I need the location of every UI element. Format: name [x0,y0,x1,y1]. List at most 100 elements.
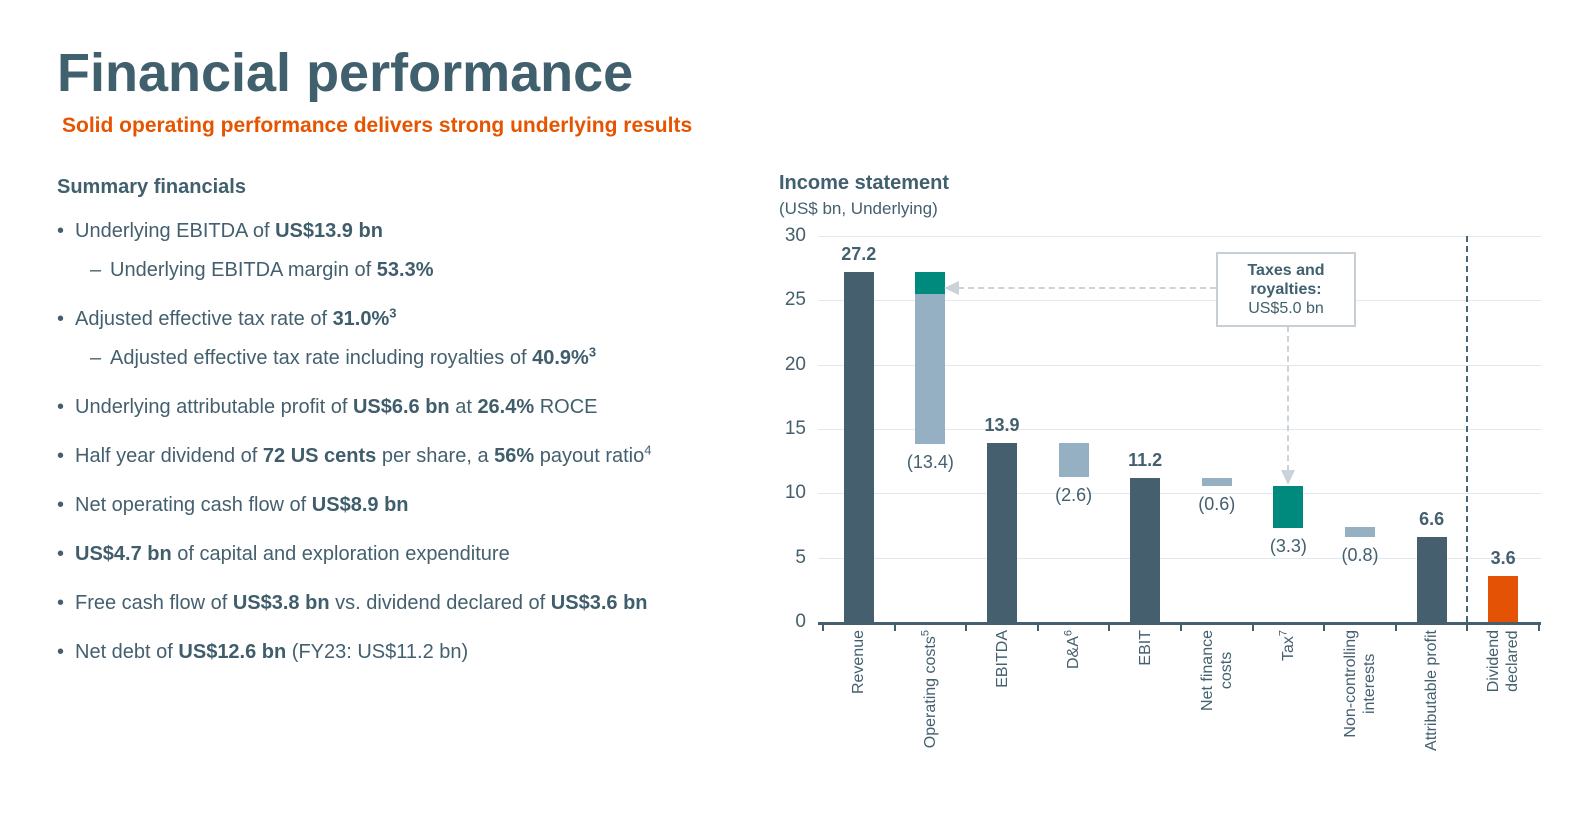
bullet-text: Underlying attributable profit of US$6.6… [75,396,598,418]
bullet-text: Underlying EBITDA margin of 53.3% [110,259,434,281]
x-axis-tickmark [1394,625,1397,631]
y-axis-tick-label: 0 [795,611,806,632]
income-statement-chart: Income statement (US$ bn, Underlying) 0 5… [778,168,1580,813]
chart-subtitle: (US$ bn, Underlying) [779,199,938,218]
bullet-text: Half year dividend of 72 US cents per sh… [75,442,652,467]
bar-attributable-profit [1416,537,1447,622]
callout-arrow-down-line [1287,326,1289,471]
bar-d-a [1058,443,1089,477]
bar-ebitda [987,443,1017,622]
bullet-text: Free cash flow of US$3.8 bn vs. dividend… [75,592,648,614]
x-axis-category-text: EBIT [1136,630,1154,666]
x-axis-category-label: Revenue [849,630,868,805]
x-axis-category-text: Dividend declared [1485,630,1522,693]
bar-value-label: (0.8) [1341,545,1379,566]
bar-value-label: 13.9 [984,415,1020,436]
gridline-5 [818,557,1541,559]
bar-value-label: (13.4) [906,452,954,473]
bullet-item: • Net debt of US$12.6 bn (FY23: US$11.2 b… [57,640,747,664]
x-axis-category-text: Revenue [850,630,868,695]
bar-value-label: 11.2 [1128,449,1163,470]
x-axis-category-text: Attributable profit [1423,630,1441,751]
bar-operating-costs [915,293,946,445]
x-axis-tickmark [1538,625,1540,631]
page-title: Financial performance [57,43,634,103]
bar-ebit [1130,477,1161,622]
bar-tax [1273,485,1304,529]
x-axis-category-label: EBIT [1136,630,1155,805]
bullet-marker: • [57,494,65,516]
x-axis-category-label: Operating costs5 [919,630,940,805]
y-axis-tick-label: 15 [784,418,806,439]
x-axis-tickmark [1323,625,1326,631]
bullet-marker: • [57,220,65,242]
y-axis-tick-label: 30 [784,225,806,246]
bullet-marker: • [57,592,65,614]
summary-heading: Summary financials [57,176,246,198]
x-axis-category-text: Net finance costs [1198,630,1235,711]
x-axis-tickmark [1108,625,1111,631]
sub-bullet-item: – Adjusted effective tax rate including r… [57,344,747,370]
chart-plot: 0 5 10 15 20 25 30 27.2 Revenue (13.4) Operating c… [778,168,1580,813]
taxes-royalties-callout: Taxes and royalties: US$5.0 bn [1216,252,1356,327]
bar-net-finance-costs [1201,477,1232,486]
y-axis-tick-label: 25 [784,289,806,311]
callout-title: Taxes and royalties: [1247,262,1325,298]
x-axis-tickmark [822,625,824,631]
bar-value-label: 3.6 [1490,547,1516,568]
bullet-marker: • [57,543,65,565]
x-axis-category-label: EBITDA [993,630,1012,805]
bullet-marker: – [90,259,102,281]
bar-operating-costs [915,272,946,294]
chart-title: Income statement [779,172,950,194]
bar-dividend-declared [1488,575,1519,622]
bullet-marker: • [57,396,65,418]
x-axis-line [818,622,1541,625]
bullet-item: • Free cash flow of US$3.8 bn vs. dividen… [57,591,747,615]
x-axis-category-text: Operating costs5 [919,630,939,749]
bar-revenue [843,272,874,622]
gridline-20 [818,364,1541,366]
x-axis-category-label: Net finance costs [1198,630,1236,805]
x-axis-tickmark [1251,625,1254,631]
y-axis-tick-label: 10 [784,482,806,504]
callout-arrow-left-line [958,287,1216,289]
x-axis-tickmark [965,625,968,631]
bullet-text: Net debt of US$12.6 bn (FY23: US$11.2 bn… [75,641,469,663]
bullet-text: Net operating cash flow of US$8.9 bn [75,494,409,516]
bar-value-label: (0.6) [1198,493,1236,514]
x-axis-category-text: EBITDA [993,630,1011,688]
bar-non-controlling-interests [1345,526,1375,538]
bullet-marker: • [57,308,65,330]
x-axis-category-text: Non-controlling interests [1342,630,1378,738]
bullet-item: • Net operating cash flow of US$8.9 bn [57,493,747,517]
x-axis-category-label: Tax7 [1277,630,1298,805]
bullet-item: • Half year dividend of 72 US cents per s… [57,442,747,468]
gridline-30 [818,236,1541,237]
bar-value-label: 27.2 [841,244,877,265]
x-axis-category-text: Tax7 [1277,630,1297,662]
bullet-text: Adjusted effective tax rate including ro… [110,344,597,369]
gridline-10 [818,493,1541,495]
dividend-separator-line [1466,236,1469,622]
callout-arrow-left-head [944,281,959,295]
x-axis-tickmark [1036,625,1039,631]
gridline-15 [818,429,1541,430]
callout-value: US$5.0 bn [1248,300,1324,317]
x-axis-category-label: Non-controlling interests [1341,630,1379,805]
x-axis-tickmark [893,625,896,631]
sub-bullet-item: – Underlying EBITDA margin of 53.3% [57,258,747,282]
x-axis-category-text: D&A6 [1062,630,1083,670]
y-axis-tick-label: 20 [784,353,806,375]
bullet-text: Underlying EBITDA of US$13.9 bn [75,220,383,242]
summary-bullet-list: • Underlying EBITDA of US$13.9 bn – Underly… [57,219,747,664]
x-axis-tickmark [1180,625,1182,631]
bullet-item: • Underlying attributable profit of US$6.… [57,395,747,419]
bar-value-label: (3.3) [1269,536,1307,557]
x-axis-category-label: Attributable profit [1422,630,1441,805]
y-axis-tick-label: 5 [795,546,806,568]
bullet-text: US$4.7 bn of capital and exploration exp… [75,543,510,565]
summary-financials-section: Summary financials • Underlying EBITDA of… [57,176,747,664]
x-axis-category-label: D&A6 [1062,630,1083,805]
